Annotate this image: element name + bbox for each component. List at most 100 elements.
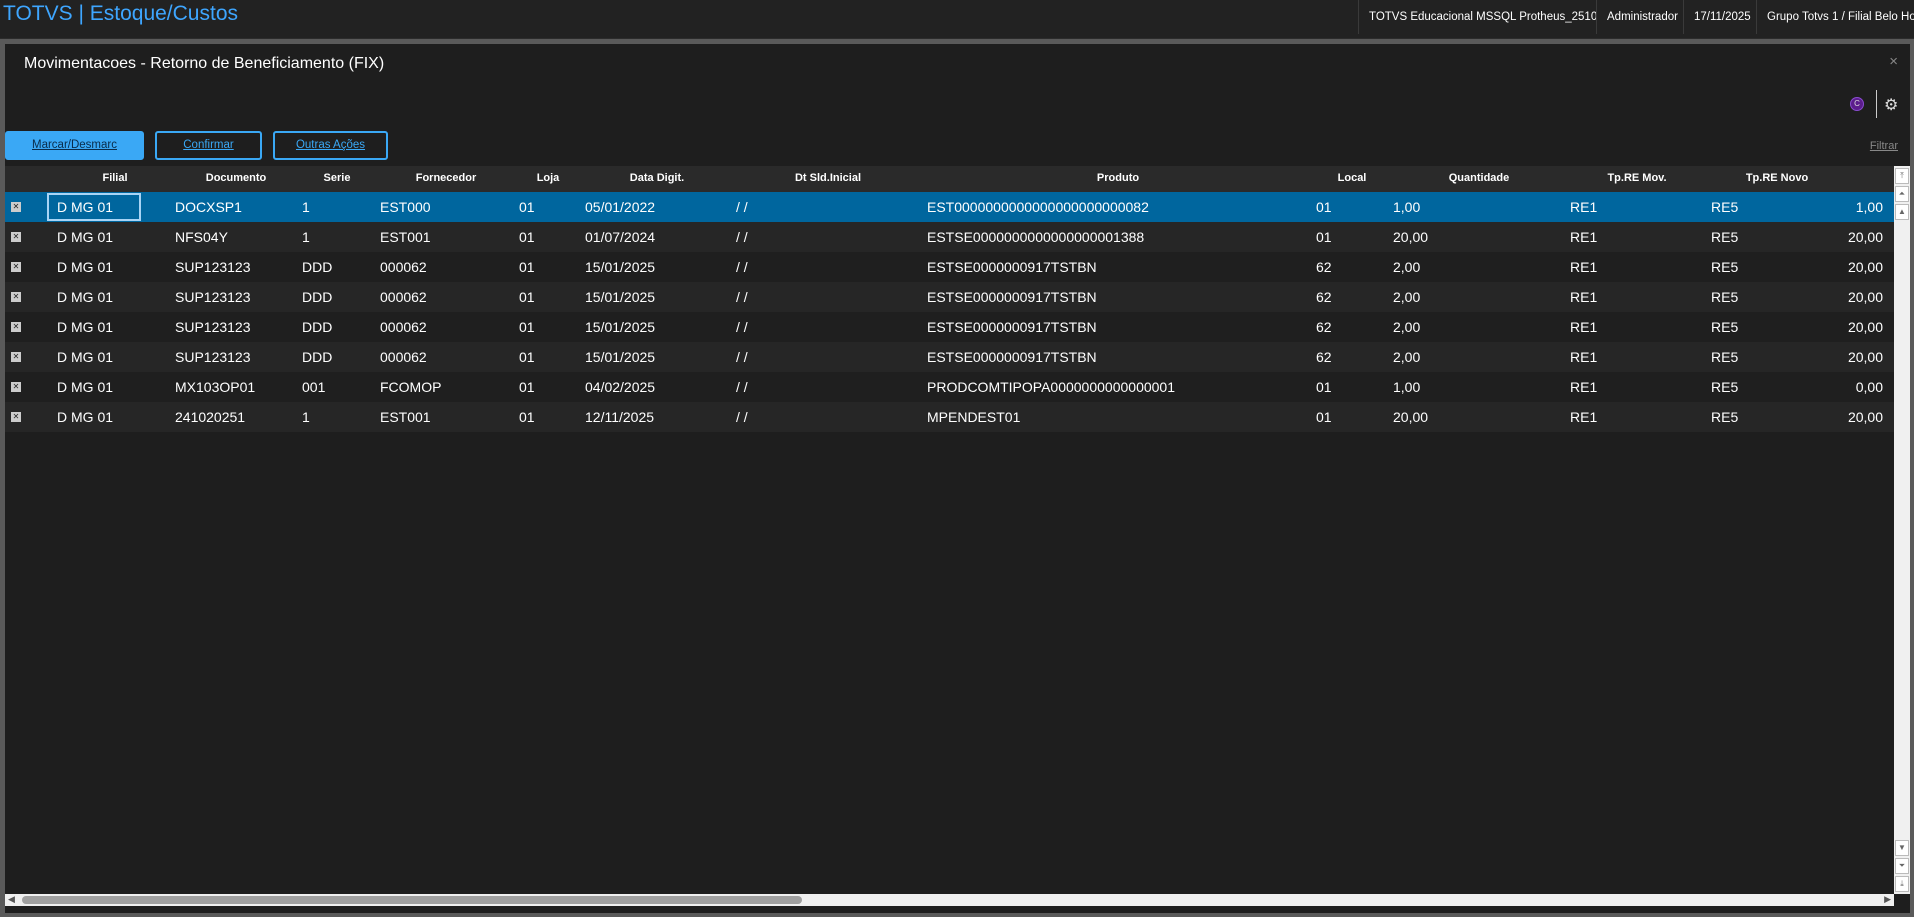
checkbox-icon[interactable]: ✕ <box>11 202 21 212</box>
column-header[interactable]: Fornecedor <box>415 172 477 184</box>
column-header[interactable]: Serie <box>323 172 351 184</box>
table-cell: RE1 <box>1570 289 1598 305</box>
table-cell: 62 <box>1316 319 1332 335</box>
environment-label[interactable]: TOTVS Educacional MSSQL Protheus_2510 <box>1358 0 1596 34</box>
table-cell: D MG 01 <box>57 319 114 335</box>
table-cell: 20,00 <box>1847 319 1883 335</box>
window-title: Movimentacoes - Retorno de Beneficiament… <box>24 55 385 72</box>
column-header[interactable]: Dt Sld.Inicial <box>794 172 862 184</box>
table-cell: 1,00 <box>1393 199 1421 215</box>
table-row[interactable]: ✕ D MG 01 DOCXSP1 1 EST000 01 05/01/2022 / / EST… <box>5 192 1894 222</box>
table-cell: 01 <box>519 319 535 335</box>
scroll-right-icon[interactable]: ▶ <box>1884 894 1891 904</box>
table-cell: D MG 01 <box>57 349 114 365</box>
table-cell: 1,00 <box>1393 379 1421 395</box>
table-row[interactable]: ✕ D MG 01 MX103OP01 001 FCOMOP 01 04/02/2025 / … <box>5 372 1894 402</box>
close-icon[interactable]: × <box>1889 53 1898 70</box>
table-cell: 01 <box>519 409 535 425</box>
table-cell: SUP123123 <box>175 349 251 365</box>
table-cell: NFS04Y <box>175 229 228 245</box>
column-header[interactable]: Documento <box>205 172 267 184</box>
table-cell: 000062 <box>380 259 427 275</box>
checkbox-icon[interactable]: ✕ <box>11 322 21 332</box>
table-cell: D MG 01 <box>57 379 114 395</box>
table-cell: RE1 <box>1570 379 1598 395</box>
table-row[interactable]: ✕ D MG 01 241020251 1 EST001 01 12/11/2025 / / M… <box>5 402 1894 432</box>
mark-unmark-button[interactable]: Marcar/Desmarc <box>5 131 144 160</box>
column-header[interactable]: Tp.RE Mov. <box>1607 172 1667 184</box>
table-cell: / / <box>736 319 748 335</box>
column-header[interactable]: Produto <box>1096 172 1140 184</box>
scroll-up-icon[interactable]: ▲ <box>1895 204 1909 220</box>
table-cell: 2,00 <box>1393 289 1421 305</box>
vertical-scrollbar[interactable]: ⤒ ⏶ ▲ ▼ ⏷ ⤓ <box>1894 166 1910 894</box>
table-cell: RE5 <box>1711 349 1739 365</box>
table-cell: / / <box>736 379 748 395</box>
table-cell: ESTSE0000000917TSTBN <box>927 259 1097 275</box>
table-cell: SUP123123 <box>175 319 251 335</box>
table-row[interactable]: ✕ D MG 01 SUP123123 DDD 000062 01 15/01/2025 / … <box>5 282 1894 312</box>
branch-label[interactable]: Grupo Totvs 1 / Filial Belo Hor <box>1756 0 1914 34</box>
table-cell: ESTSE0000000917TSTBN <box>927 319 1097 335</box>
checkbox-icon[interactable]: ✕ <box>11 262 21 272</box>
date-label[interactable]: 17/11/2025 <box>1683 0 1756 34</box>
checkbox-icon[interactable]: ✕ <box>11 232 21 242</box>
confirm-button[interactable]: Confirmar <box>155 131 262 160</box>
top-bar: TOTVS | Estoque/Custos TOTVS Educacional… <box>0 0 1914 39</box>
other-actions-button[interactable]: Outras Ações <box>273 131 388 160</box>
table-cell: 01/07/2024 <box>585 229 656 245</box>
table-row[interactable]: ✕ D MG 01 SUP123123 DDD 000062 01 15/01/2025 / … <box>5 312 1894 342</box>
horizontal-scrollbar[interactable]: ◀ ▶ <box>5 894 1894 906</box>
scroll-page-up-icon[interactable]: ⏶ <box>1895 186 1909 202</box>
table-cell: / / <box>736 349 748 365</box>
table-cell: 20,00 <box>1847 349 1883 365</box>
table-cell: RE1 <box>1570 319 1598 335</box>
table-cell: 62 <box>1316 289 1332 305</box>
column-header[interactable]: Local <box>1337 172 1367 184</box>
table-cell: 01 <box>519 229 535 245</box>
table-cell: RE1 <box>1570 199 1598 215</box>
table-cell: 20,00 <box>1393 229 1429 245</box>
scroll-bottom-icon[interactable]: ⤓ <box>1895 876 1909 892</box>
table-cell: RE5 <box>1711 409 1739 425</box>
dialog-window: Movimentacoes - Retorno de Beneficiament… <box>5 44 1910 913</box>
column-header[interactable]: Quantidade <box>1448 172 1510 184</box>
table-cell: MPENDEST01 <box>927 409 1021 425</box>
column-header[interactable]: Data Digit. <box>629 172 685 184</box>
table-cell: 01 <box>519 289 535 305</box>
scroll-top-icon[interactable]: ⤒ <box>1895 168 1909 184</box>
checkbox-icon[interactable]: ✕ <box>11 382 21 392</box>
table-cell: / / <box>736 229 748 245</box>
table-cell: MX103OP01 <box>175 379 256 395</box>
table-cell: 01 <box>519 199 535 215</box>
user-label[interactable]: Administrador <box>1596 0 1683 34</box>
table-cell: 2,00 <box>1393 259 1421 275</box>
table-row[interactable]: ✕ D MG 01 NFS04Y 1 EST001 01 01/07/2024 / / ESTS… <box>5 222 1894 252</box>
table-row[interactable]: ✕ D MG 01 SUP123123 DDD 000062 01 15/01/2025 / … <box>5 252 1894 282</box>
table-cell: 01 <box>1316 409 1332 425</box>
table-cell: 001 <box>302 379 326 395</box>
table-cell: 20,00 <box>1847 409 1883 425</box>
table-cell: / / <box>736 289 748 305</box>
table-cell: RE1 <box>1570 349 1598 365</box>
checkbox-icon[interactable]: ✕ <box>11 292 21 302</box>
table-cell: DDD <box>302 289 333 305</box>
scroll-down-icon[interactable]: ▼ <box>1895 840 1909 856</box>
column-header[interactable]: Tp.RE Novo <box>1745 172 1809 184</box>
column-header[interactable]: Filial <box>102 172 128 184</box>
table-cell: EST001 <box>380 409 431 425</box>
table-cell: 1 <box>302 199 310 215</box>
table-row[interactable]: ✕ D MG 01 SUP123123 DDD 000062 01 15/01/2025 / … <box>5 342 1894 372</box>
table-cell: 01 <box>1316 379 1332 395</box>
column-header[interactable]: Loja <box>536 172 560 184</box>
gear-icon[interactable]: ⚙ <box>1884 97 1899 114</box>
table-cell: / / <box>736 409 748 425</box>
horizontal-scroll-thumb[interactable] <box>22 896 802 904</box>
scroll-page-down-icon[interactable]: ⏷ <box>1895 858 1909 874</box>
filter-link[interactable]: Filtrar <box>1869 140 1898 152</box>
checkbox-icon[interactable]: ✕ <box>11 412 21 422</box>
c-icon[interactable]: C <box>1850 97 1864 111</box>
table-cell: RE5 <box>1711 199 1739 215</box>
scroll-left-icon[interactable]: ◀ <box>8 894 15 904</box>
checkbox-icon[interactable]: ✕ <box>11 352 21 362</box>
